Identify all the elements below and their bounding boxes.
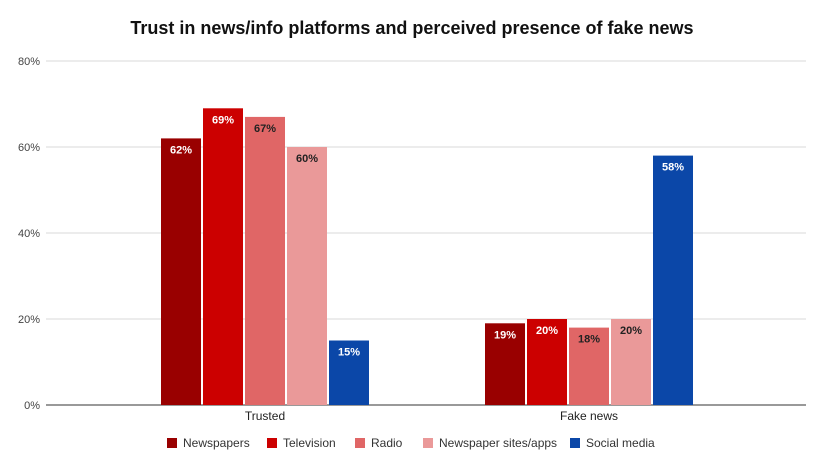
data-label: 67% — [254, 123, 276, 135]
y-tick-label: 40% — [18, 228, 40, 240]
bar — [485, 323, 525, 405]
bar — [527, 319, 567, 405]
legend-label: Newspapers — [183, 436, 250, 450]
legend-swatch — [167, 438, 177, 448]
bar — [203, 108, 243, 406]
category-labels: Trusted Fake news — [245, 409, 618, 423]
category-label: Trusted — [245, 409, 285, 423]
legend-swatch — [570, 438, 580, 448]
bar — [287, 147, 327, 405]
y-tick-label: 80% — [18, 56, 40, 68]
legend-label: Newspaper sites/apps — [439, 436, 557, 450]
bar — [329, 340, 369, 405]
data-label: 62% — [170, 144, 192, 156]
data-label: 19% — [494, 329, 516, 341]
chart-title: Trust in news/info platforms and perceiv… — [130, 18, 693, 38]
bar — [245, 116, 285, 406]
data-label: 18% — [578, 334, 600, 346]
y-axis-ticks: 0% 20% 40% 60% 80% — [18, 56, 40, 412]
legend-swatch — [355, 438, 365, 448]
y-tick-label: 20% — [18, 314, 40, 326]
bar — [653, 155, 693, 405]
data-label: 60% — [296, 153, 318, 165]
legend-label: Television — [283, 436, 336, 450]
bar — [611, 319, 651, 405]
data-label: 58% — [662, 162, 684, 174]
data-label: 20% — [620, 325, 642, 337]
data-label: 20% — [536, 325, 558, 337]
category-label: Fake news — [560, 409, 618, 423]
bar — [569, 327, 609, 405]
legend-label: Social media — [586, 436, 655, 450]
legend-swatch — [267, 438, 277, 448]
y-tick-label: 0% — [24, 400, 40, 412]
legend-label: Radio — [371, 436, 403, 450]
bars: 62% 69% 67% 60% 15% 19% 20% 18% 20% 58% — [161, 108, 693, 406]
bar — [161, 138, 201, 405]
y-tick-label: 60% — [18, 142, 40, 154]
legend: Newspapers Television Radio Newspaper sites… — [167, 436, 655, 450]
legend-swatch — [423, 438, 433, 448]
data-label: 15% — [338, 347, 360, 359]
data-label: 69% — [212, 114, 234, 126]
